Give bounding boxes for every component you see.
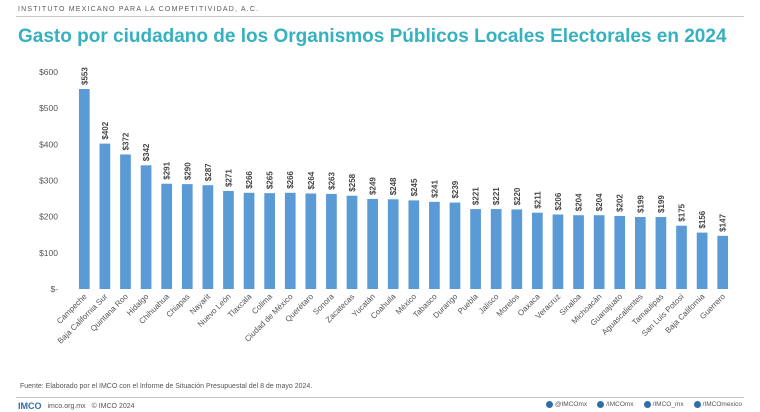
bar xyxy=(614,215,626,289)
x-tick-label: Morelos xyxy=(495,292,521,318)
data-label: $206 xyxy=(554,192,563,210)
bar xyxy=(161,183,173,289)
data-label: $202 xyxy=(616,194,625,212)
twitter-icon xyxy=(545,401,553,408)
bar-chart: $-$100$200$300$400$500$600 $553Campeche$4… xyxy=(39,67,729,346)
bar xyxy=(181,184,193,289)
data-label: $291 xyxy=(163,161,172,179)
data-label: $271 xyxy=(224,169,233,187)
bar xyxy=(429,201,440,289)
data-label: $249 xyxy=(369,177,378,195)
bar xyxy=(408,200,420,289)
bar xyxy=(346,195,358,289)
social-facebook[interactable]: /IMCOmx xyxy=(597,401,634,408)
y-tick-label: $200 xyxy=(39,212,58,222)
data-label: $258 xyxy=(348,173,357,191)
data-label: $156 xyxy=(698,210,707,228)
data-label: $266 xyxy=(286,170,295,188)
bar xyxy=(655,217,667,289)
bar xyxy=(696,232,708,289)
data-label: $402 xyxy=(101,121,110,139)
bar xyxy=(326,193,337,289)
data-label: $199 xyxy=(636,195,645,213)
data-label: $266 xyxy=(245,170,254,188)
data-label: $211 xyxy=(533,191,542,209)
data-label: $241 xyxy=(430,179,439,197)
bar xyxy=(449,202,461,289)
data-label: $175 xyxy=(678,203,687,221)
y-tick-label: $400 xyxy=(39,139,58,149)
bar xyxy=(305,193,317,289)
facebook-icon xyxy=(597,401,605,408)
data-label: $287 xyxy=(204,163,213,181)
bar xyxy=(120,154,131,289)
bar xyxy=(140,165,152,289)
top-divider xyxy=(16,16,744,17)
bar xyxy=(284,192,296,289)
bar xyxy=(511,209,523,289)
bar xyxy=(243,192,255,289)
bottom-divider xyxy=(16,397,744,398)
y-tick-label: $100 xyxy=(39,248,58,258)
y-tick-label: $300 xyxy=(39,176,58,186)
bar xyxy=(99,143,111,289)
y-tick-label: $600 xyxy=(39,67,58,77)
bar xyxy=(367,198,378,289)
data-label: $290 xyxy=(183,162,192,180)
site-link[interactable]: imco.org.mx xyxy=(47,402,86,410)
data-label: $147 xyxy=(719,213,728,231)
data-label: $248 xyxy=(389,177,398,195)
linkedin-icon xyxy=(693,401,701,408)
data-label: $265 xyxy=(266,171,275,189)
copyright: © IMCO 2024 xyxy=(91,402,135,410)
bar xyxy=(470,209,481,289)
data-label: $263 xyxy=(327,172,336,190)
data-label: $239 xyxy=(451,180,460,198)
data-label: $245 xyxy=(410,178,419,196)
social-links: @IMCOmx /IMCOmx /IMCO_mx /IMCOmexico xyxy=(545,401,742,408)
data-label: $199 xyxy=(657,195,666,213)
social-twitter[interactable]: @IMCOmx xyxy=(545,401,587,408)
org-name: INSTITUTO MEXICANO PARA LA COMPETITIVIDA… xyxy=(18,6,260,13)
data-label: $372 xyxy=(121,132,130,150)
data-label: $342 xyxy=(142,143,151,161)
bar xyxy=(593,215,605,289)
bar xyxy=(264,193,275,289)
data-label: $553 xyxy=(80,67,89,85)
bar xyxy=(387,199,399,289)
bar xyxy=(552,214,564,289)
social-instagram[interactable]: /IMCO_mx xyxy=(643,401,684,408)
instagram-icon xyxy=(643,401,651,408)
bar xyxy=(717,235,729,289)
imco-logo: IMCO xyxy=(18,401,42,411)
social-linkedin[interactable]: /IMCOmexico xyxy=(693,401,742,408)
bar xyxy=(202,185,214,289)
data-label: $221 xyxy=(492,187,501,205)
y-tick-label: $- xyxy=(50,284,58,294)
data-label: $204 xyxy=(595,193,604,211)
y-tick-label: $500 xyxy=(39,103,58,113)
data-label: $264 xyxy=(307,171,316,189)
bar xyxy=(532,212,543,289)
chart-title: Gasto por ciudadano de los Organismos Pú… xyxy=(18,26,727,47)
data-label: $204 xyxy=(575,193,584,211)
bar xyxy=(223,190,234,289)
footer-left: IMCO imco.org.mx © IMCO 2024 xyxy=(18,401,135,411)
bar xyxy=(490,209,502,289)
bar xyxy=(676,225,687,289)
bar xyxy=(573,215,584,289)
bar xyxy=(78,88,90,289)
source-note: Fuente: Elaborado por el IMCO con el Inf… xyxy=(20,383,313,390)
x-tick-label: Puebla xyxy=(456,292,480,316)
data-label: $220 xyxy=(513,187,522,205)
data-label: $221 xyxy=(472,187,481,205)
bar xyxy=(634,217,646,289)
